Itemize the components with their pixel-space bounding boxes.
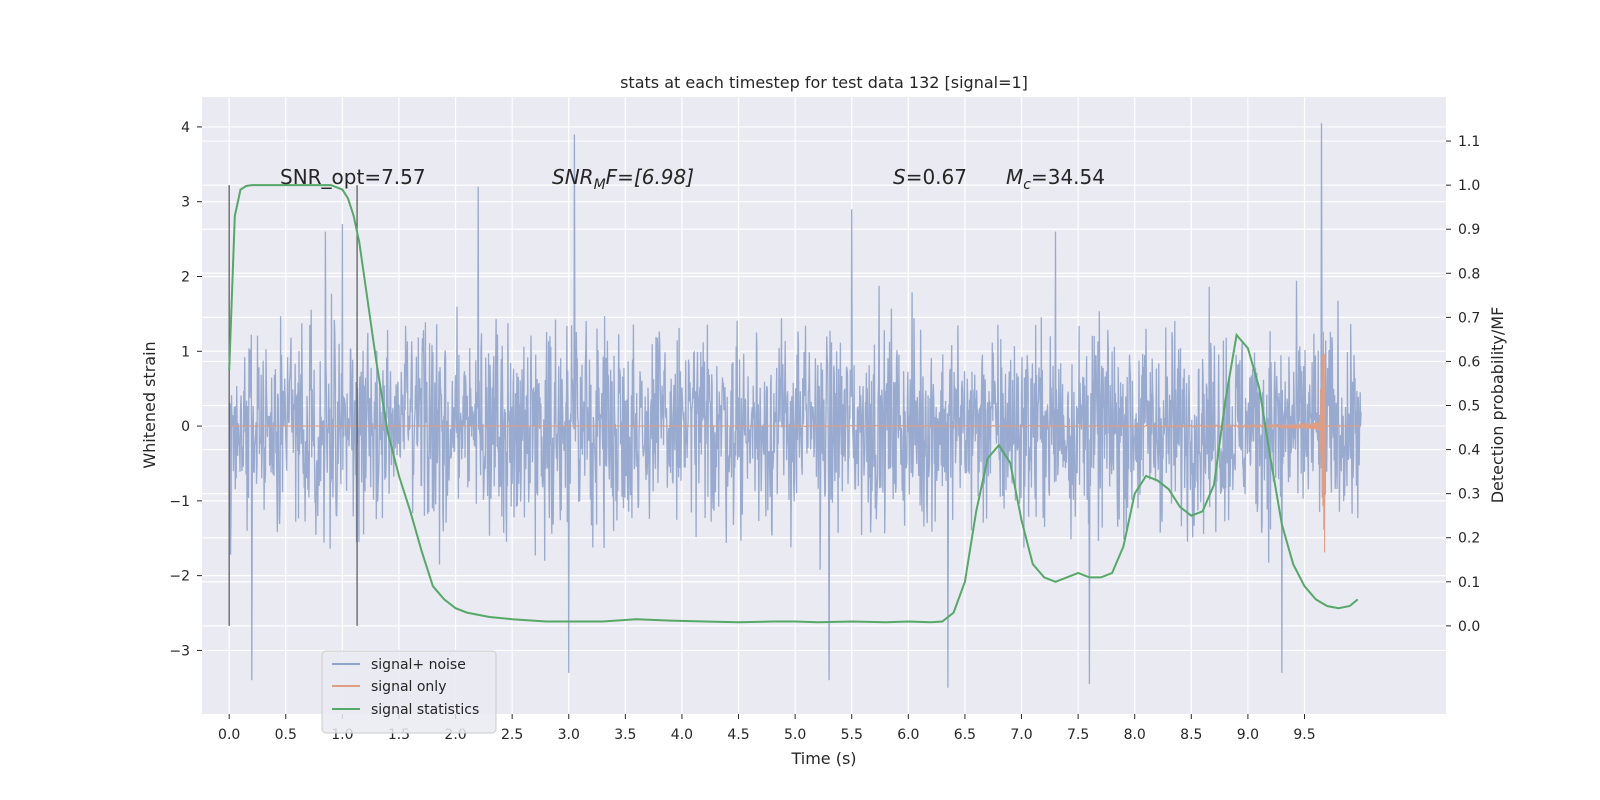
y2-tick-label-10: 0.1 — [1458, 575, 1480, 591]
x-tick-label-5: 2.5 — [501, 727, 523, 743]
x-tick-label-7: 3.5 — [614, 727, 636, 743]
y2-axis-ticks: 1.1 1.0 0.9 0.8 0.7 0.6 0.5 0.4 0.3 0.2 0.1 0.0 — [1446, 134, 1480, 635]
chart-title: stats at each timestep for test data 132… — [620, 73, 1028, 92]
x-tick-label-14: 7.0 — [1010, 727, 1032, 743]
s-rest: =0.67 — [906, 165, 967, 189]
x-tick-label-11: 5.5 — [841, 727, 863, 743]
mc-sub: c — [1023, 177, 1031, 193]
mc-rest: =34.54 — [1031, 165, 1105, 189]
y2-tick-label-8: 0.3 — [1458, 487, 1480, 503]
y-axis-ticks: 4 3 2 1 0 −1 −2 −3 — [169, 120, 202, 659]
x-tick-label-16: 8.0 — [1124, 727, 1146, 743]
x-tick-label-6: 3.0 — [558, 727, 580, 743]
y2-tick-label-9: 0.2 — [1458, 531, 1480, 547]
y2-tick-label-0: 1.1 — [1458, 134, 1480, 150]
annotation-s: S=0.67 — [893, 165, 967, 189]
y-tick-label-5: −1 — [169, 494, 190, 510]
x-tick-label-9: 4.5 — [727, 727, 749, 743]
y-tick-label-7: −3 — [169, 643, 190, 659]
series-signal-only — [229, 331, 1362, 553]
y-tick-label-6: −2 — [169, 569, 190, 585]
x-tick-label-0: 0.0 — [218, 727, 240, 743]
annotation-snr-opt: SNR_opt=7.57 — [280, 165, 426, 189]
x-tick-label-18: 9.0 — [1237, 727, 1259, 743]
y2-tick-label-7: 0.4 — [1458, 443, 1480, 459]
y-tick-label-1: 3 — [181, 195, 190, 211]
y2-tick-label-5: 0.6 — [1458, 354, 1480, 370]
series-signal-statistics — [228, 184, 1359, 624]
annotation-snr-mf: SNRMF=[6.98] — [552, 165, 694, 193]
x-tick-label-19: 9.5 — [1293, 727, 1315, 743]
x-tick-label-1: 0.5 — [275, 727, 297, 743]
x-tick-label-13: 6.5 — [954, 727, 976, 743]
x-tick-label-12: 6.0 — [897, 727, 919, 743]
y2-tick-label-4: 0.7 — [1458, 310, 1480, 326]
legend-box — [321, 650, 497, 734]
y2-tick-label-11: 0.0 — [1458, 619, 1480, 635]
y-tick-label-2: 2 — [181, 269, 190, 285]
x-tick-label-8: 4.0 — [671, 727, 693, 743]
series-signal-noise — [228, 123, 1362, 688]
snr-mf-main: SNR — [552, 165, 594, 189]
y2-axis-title: Detection probability/MF — [1488, 307, 1507, 504]
noise-trace — [228, 123, 1362, 688]
legend: signal+ noise signal only signal statist… — [321, 650, 497, 734]
y2-tick-label-3: 0.8 — [1458, 266, 1480, 282]
snr-mf-sub: M — [594, 177, 606, 193]
y-tick-label-3: 1 — [181, 344, 190, 360]
snr-mf-rest: F=[6.98] — [606, 165, 694, 189]
x-tick-label-15: 7.5 — [1067, 727, 1089, 743]
legend-label-signal: signal only — [371, 679, 446, 695]
y2-tick-label-2: 0.9 — [1458, 222, 1480, 238]
x-axis-title: Time (s) — [790, 749, 856, 768]
legend-label-stats: signal statistics — [371, 702, 479, 718]
y-tick-label-4: 0 — [181, 419, 190, 435]
vertical-markers — [228, 185, 358, 626]
y2-tick-label-1: 1.0 — [1458, 178, 1480, 194]
mc-main: M — [1006, 165, 1023, 189]
x-tick-label-10: 5.0 — [784, 727, 806, 743]
x-tick-label-17: 8.5 — [1180, 727, 1202, 743]
y2-tick-label-6: 0.5 — [1458, 399, 1480, 415]
legend-label-noise: signal+ noise — [371, 657, 466, 673]
annotation-mc: Mc=34.54 — [1006, 165, 1105, 193]
signal-trace — [229, 331, 1362, 553]
y-tick-label-0: 4 — [181, 120, 190, 136]
y-axis-title: Whitened strain — [140, 341, 159, 468]
s-var: S — [893, 165, 906, 189]
stats-trace — [228, 184, 1359, 624]
